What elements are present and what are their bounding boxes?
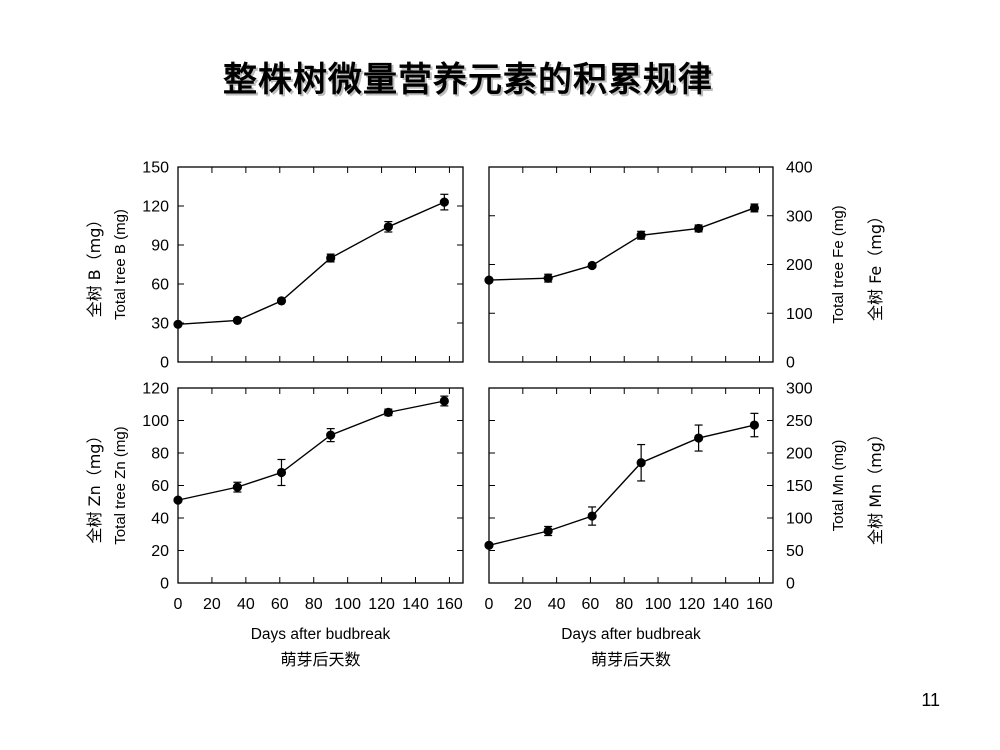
series-line: [177, 400, 445, 501]
y-tick-label: 250: [786, 413, 813, 430]
x-tick-label: 120: [368, 596, 395, 613]
x-tick-label: 120: [679, 596, 706, 613]
y-tick-label: 300: [786, 381, 813, 398]
y-axis-title: Total Mn (mg): [830, 440, 847, 532]
y-tick-label: 150: [786, 478, 813, 495]
x-axis-title-cn: 萌芽后天数: [280, 650, 360, 669]
y-axis-title: Total tree Fe (mg): [830, 205, 847, 323]
y-tick-label: 0: [160, 576, 169, 593]
y-tick-label: 150: [142, 160, 169, 177]
data-point: [484, 540, 494, 550]
data-point: [587, 260, 597, 271]
y-tick-label: 100: [142, 413, 169, 430]
y-axis-title-cn: 全树 Zn（mg）: [85, 428, 104, 544]
data-point: [326, 253, 336, 263]
plot-frame: [177, 387, 464, 584]
x-tick-label: 100: [334, 596, 361, 613]
y-tick-label: 0: [160, 355, 169, 372]
plot-frame: [177, 166, 464, 363]
x-tick-label: 80: [305, 596, 323, 613]
data-point: [694, 433, 704, 443]
x-tick-label: 0: [485, 596, 494, 613]
y-tick-label: 60: [151, 277, 169, 294]
page-number: 11: [921, 690, 940, 710]
data-point: [173, 495, 183, 505]
plot-frame: [488, 387, 774, 584]
x-axis-title: Days after budbreak: [251, 626, 391, 643]
data-point: [439, 396, 449, 406]
y-tick-label: 80: [151, 446, 169, 463]
data-point: [636, 458, 646, 468]
data-point: [439, 197, 449, 207]
data-point: [326, 430, 336, 440]
data-point: [383, 407, 393, 417]
chart-panel-4: 0 50 100 150 200 250 300 0 20 40 60 80 100 120 140 160 D…: [484, 381, 885, 669]
data-point: [749, 203, 760, 213]
y-tick-label: 100: [786, 306, 813, 323]
data-point: [543, 526, 553, 536]
y-tick-label: 50: [786, 543, 804, 560]
x-tick-label: 100: [645, 596, 672, 613]
y-tick-label: 30: [151, 316, 169, 333]
y-tick-label: 400: [786, 160, 813, 177]
data-point: [587, 511, 597, 521]
x-tick-label: 160: [436, 596, 463, 613]
data-point: [543, 273, 553, 283]
y-tick-label: 90: [151, 238, 169, 255]
slide-title: 整株树微量营养元素的积累规律: [223, 60, 713, 100]
plot-frame: [488, 166, 774, 363]
y-tick-label: 120: [142, 199, 169, 216]
y-tick-label: 60: [151, 478, 169, 495]
y-tick-label: 0: [786, 576, 795, 593]
data-point: [232, 315, 242, 325]
x-tick-label: 140: [402, 596, 429, 613]
y-axis-title-cn: 全树 Mn（mg）: [866, 426, 885, 545]
y-tick-label: 200: [786, 446, 813, 463]
y-tick-label: 120: [142, 381, 169, 398]
x-tick-label: 60: [271, 596, 289, 613]
data-point: [276, 296, 287, 306]
data-point: [749, 420, 760, 430]
data-point: [232, 482, 242, 492]
data-point: [636, 230, 646, 240]
y-tick-label: 300: [786, 208, 813, 225]
y-axis-title-cn: 全树 B（mg）: [85, 212, 104, 318]
data-point: [383, 222, 393, 232]
series-line: [177, 201, 445, 325]
x-axis-title-cn: 萌芽后天数: [591, 650, 671, 669]
data-point: [276, 467, 287, 478]
x-tick-label: 80: [615, 596, 633, 613]
y-tick-label: 0: [786, 355, 795, 372]
chart-panel-3: 0 20 40 60 80 100 120 0 20 40 60 80 100 120 140 160 Days…: [85, 381, 464, 669]
x-tick-label: 0: [174, 596, 183, 613]
x-tick-label: 40: [237, 596, 255, 613]
x-tick-label: 20: [203, 596, 221, 613]
data-point: [484, 275, 494, 285]
chart-panel-2: 0 100 200 300 400 Total tree Fe (mg) 全树 Fe（mg）: [484, 160, 885, 372]
y-tick-label: 200: [786, 257, 813, 274]
x-tick-label: 20: [514, 596, 532, 613]
chart-panel-1: 0 30 60 90 120 150 Total tree B (mg) 全树 B（mg）: [85, 160, 464, 372]
series-line: [488, 207, 755, 281]
y-axis-title-cn: 全树 Fe（mg）: [866, 208, 885, 321]
y-axis-title: Total tree B (mg): [112, 209, 129, 320]
data-point: [173, 319, 183, 329]
x-tick-label: 60: [582, 596, 600, 613]
data-point: [694, 223, 704, 234]
x-tick-label: 160: [746, 596, 773, 613]
x-tick-label: 40: [548, 596, 566, 613]
x-axis-title: Days after budbreak: [561, 626, 701, 643]
y-tick-label: 20: [151, 543, 169, 560]
series-line: [488, 424, 755, 546]
x-tick-label: 140: [712, 596, 739, 613]
y-tick-label: 100: [786, 511, 813, 528]
y-tick-label: 40: [151, 511, 169, 528]
y-axis-title: Total tree Zn (mg): [112, 426, 129, 544]
